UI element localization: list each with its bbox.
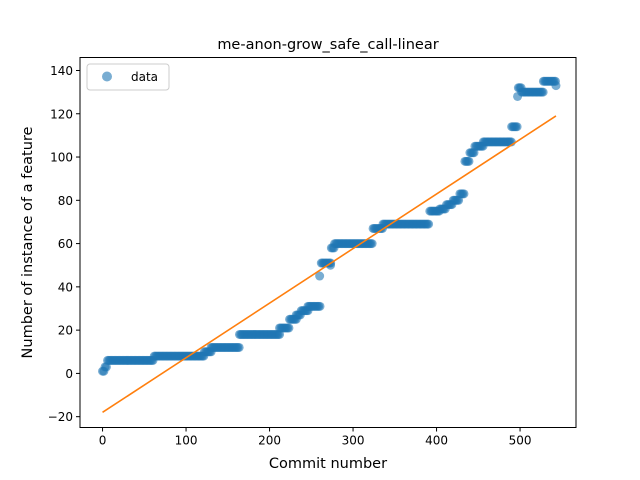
plot-area (98, 76, 561, 414)
data-point (512, 122, 522, 132)
y-tick-label: 0 (65, 367, 73, 381)
data-point (513, 91, 523, 101)
data-point (367, 239, 377, 249)
y-tick-label: 40 (58, 280, 73, 294)
data-point (315, 271, 325, 281)
y-tick-label: 20 (58, 324, 73, 338)
x-tick-label: 400 (425, 434, 448, 448)
y-tick-label: 120 (50, 107, 73, 121)
y-axis-label: Number of instance of a feature (20, 126, 36, 358)
y-tick-label: 140 (50, 64, 73, 78)
x-tick-label: 200 (258, 434, 281, 448)
x-axis-label: Commit number (269, 456, 387, 472)
data-point (234, 342, 244, 352)
x-tick-label: 0 (99, 434, 107, 448)
data-point (315, 301, 325, 311)
data-point (538, 87, 548, 97)
y-tick-label: 60 (58, 237, 73, 251)
y-tick-label: −20 (48, 410, 73, 424)
axes-frame (79, 57, 577, 428)
data-point (284, 323, 294, 333)
data-point (551, 81, 561, 91)
y-axis-ticks: −20 0 20 40 60 80 100 120 140 (48, 64, 80, 424)
legend: data (86, 63, 170, 91)
data-point (459, 189, 469, 199)
y-tick-label: 80 (58, 194, 73, 208)
x-axis-ticks: 0 100 200 300 400 500 (99, 427, 532, 448)
y-tick-label: 100 (50, 151, 73, 165)
data-point (464, 156, 474, 166)
x-tick-label: 100 (175, 434, 198, 448)
legend-marker (102, 71, 112, 82)
legend-label: data (131, 70, 158, 84)
fit-line (102, 115, 557, 414)
x-tick-label: 300 (342, 434, 365, 448)
chart-title: me-anon-grow_safe_call-linear (217, 37, 438, 53)
x-tick-label: 500 (509, 434, 532, 448)
data-point (326, 260, 336, 270)
legend-box (86, 63, 170, 91)
data-point (424, 219, 434, 229)
